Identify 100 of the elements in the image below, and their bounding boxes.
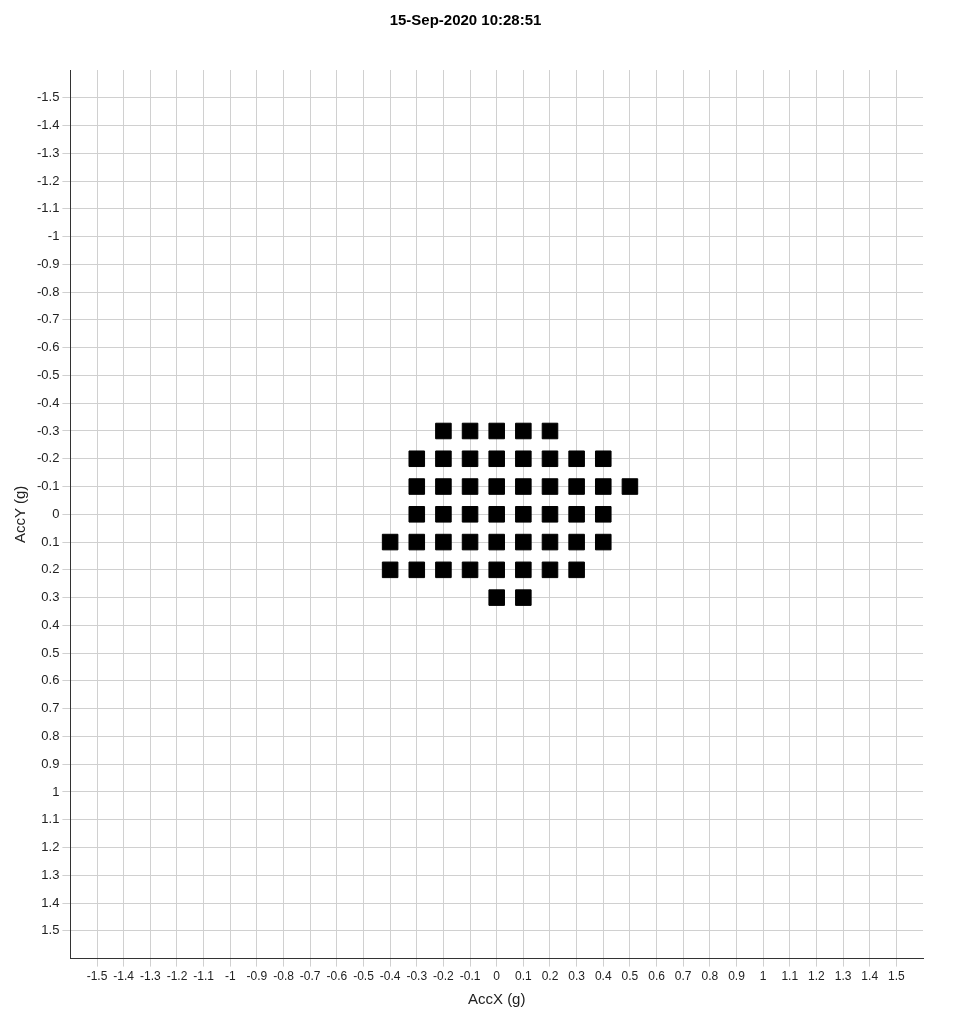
- point: [621, 478, 639, 495]
- x-tick-label: 0.6: [648, 969, 666, 984]
- point: [408, 561, 426, 579]
- y-tick-label: -0.1: [36, 478, 60, 494]
- point: [515, 478, 532, 495]
- y-tick-label: -0.4: [36, 394, 60, 410]
- point: [515, 506, 532, 523]
- point: [488, 506, 505, 523]
- point: [408, 478, 426, 495]
- point: [435, 478, 452, 495]
- x-tick-label: -1.1: [193, 969, 215, 984]
- x-tick-label: 1.2: [808, 969, 826, 984]
- x-tick-label: 0.4: [594, 969, 612, 984]
- y-tick-label: -1.3: [36, 144, 60, 160]
- x-tick-label: -0.2: [433, 969, 455, 984]
- point: [568, 450, 585, 468]
- point: [488, 422, 505, 440]
- x-tick-label: -1.2: [166, 969, 188, 984]
- point: [408, 506, 426, 523]
- x-tick-label: -1.3: [139, 969, 161, 984]
- y-tick-label: 0.2: [41, 561, 60, 577]
- y-tick-label: 0.1: [41, 533, 60, 549]
- x-tick-label: 1.4: [861, 969, 879, 984]
- y-tick-label: 0.3: [41, 589, 60, 605]
- point: [381, 561, 399, 579]
- point: [408, 450, 426, 468]
- point: [488, 589, 505, 606]
- y-tick-label: 0.4: [41, 616, 60, 632]
- y-tick-label: 0.7: [41, 700, 60, 716]
- y-tick-label: 0.5: [41, 644, 60, 660]
- point: [488, 478, 505, 495]
- point: [461, 422, 479, 440]
- y-tick-label: -0.8: [36, 283, 60, 299]
- y-tick-label: 1.5: [41, 922, 60, 938]
- x-tick-label: 1: [759, 969, 767, 984]
- x-tick-label: -0.6: [326, 969, 348, 984]
- point: [541, 506, 559, 523]
- x-tick-label: -0.7: [299, 969, 321, 984]
- x-tick-label: -0.3: [406, 969, 428, 984]
- x-tick-label: -0.8: [273, 969, 295, 984]
- point: [435, 450, 452, 468]
- y-tick-label: -1.1: [36, 200, 60, 216]
- point: [515, 561, 532, 579]
- point: [568, 561, 585, 579]
- x-tick-label: 1.5: [888, 969, 906, 984]
- point: [568, 506, 585, 523]
- x-tick-label: -0.5: [353, 969, 375, 984]
- point: [461, 478, 479, 495]
- point: [595, 533, 612, 551]
- point: [568, 533, 585, 551]
- x-tick-label: 0.9: [728, 969, 746, 984]
- y-tick-label: -0.3: [36, 422, 60, 438]
- point: [515, 589, 532, 606]
- point: [541, 450, 559, 468]
- point: [435, 422, 452, 440]
- x-tick-label: 0.3: [568, 969, 586, 984]
- x-tick-label: 0.2: [541, 969, 559, 984]
- x-tick-label: 0.5: [621, 969, 639, 984]
- point: [515, 422, 532, 440]
- y-tick-label: 1.4: [41, 894, 60, 910]
- x-tick-label: 0.1: [515, 969, 533, 984]
- point: [461, 561, 479, 579]
- point: [461, 506, 479, 523]
- y-tick-label: -0.7: [36, 311, 60, 327]
- y-tick-label: -0.2: [36, 450, 60, 466]
- y-tick-label: 0.9: [41, 755, 60, 771]
- y-tick-label: 0.8: [41, 728, 60, 744]
- y-tick-label: -1.2: [36, 172, 60, 188]
- x-tick-label: -0.1: [459, 969, 481, 984]
- x-tick-label: 0.7: [674, 969, 692, 984]
- x-tick-label: 0: [493, 969, 501, 984]
- point: [488, 561, 505, 579]
- y-tick-label: -0.9: [36, 255, 60, 271]
- y-tick-label: 1.2: [41, 839, 60, 855]
- y-tick-label: -1.4: [36, 117, 60, 133]
- point: [595, 478, 612, 495]
- point: [461, 450, 479, 468]
- point: [595, 450, 612, 468]
- point: [488, 450, 505, 468]
- y-tick-label: 0.6: [41, 672, 60, 688]
- x-tick-label: -1.5: [86, 969, 108, 984]
- y-tick-label: -0.5: [36, 367, 60, 383]
- point: [461, 533, 479, 551]
- y-tick-label: -1: [47, 228, 60, 244]
- x-tick-label: 1.1: [781, 969, 799, 984]
- x-tick-label: -0.4: [379, 969, 401, 984]
- point: [408, 533, 426, 551]
- y-tick-label: 1: [52, 783, 60, 799]
- y-tick-label: -1.5: [36, 89, 60, 105]
- x-tick-label: -1: [224, 969, 236, 984]
- y-tick-label: 1.3: [41, 866, 60, 882]
- point: [381, 533, 399, 551]
- y-tick-label: 1.1: [41, 811, 60, 827]
- y-axis-title: AccY (g): [11, 485, 29, 543]
- x-tick-label: -1.4: [113, 969, 135, 984]
- point: [568, 478, 585, 495]
- chart-title: 15-Sep-2020 10:28:51: [389, 11, 542, 29]
- y-tick-label: 0: [52, 505, 60, 521]
- x-tick-label: 1.3: [834, 969, 852, 984]
- point: [541, 478, 559, 495]
